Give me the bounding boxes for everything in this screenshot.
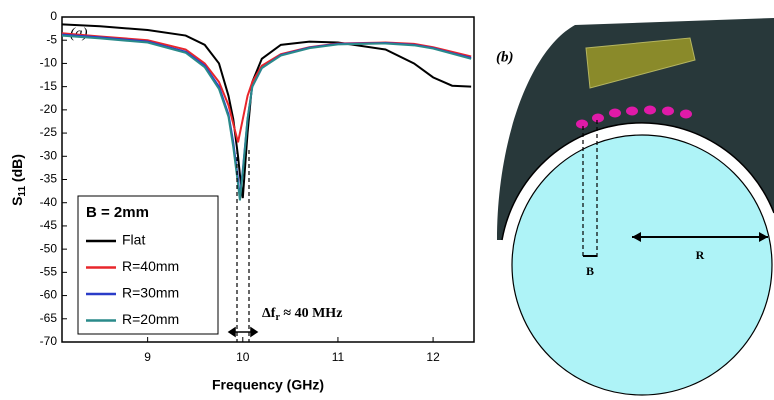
y-label-sub: 11 xyxy=(17,186,28,197)
cylinder-core xyxy=(511,134,773,396)
antenna-patch xyxy=(585,37,696,89)
gap-label: B xyxy=(586,264,594,278)
annotation-rest: ≈ 40 MHz xyxy=(280,306,343,321)
series-line xyxy=(61,23,472,199)
x-tick-label: 12 xyxy=(426,350,440,364)
y-tick-label: -70 xyxy=(40,334,58,348)
freq-arrow xyxy=(227,326,259,338)
y-tick-label: -65 xyxy=(40,311,58,325)
diagram: B R (b) xyxy=(496,18,774,396)
y-tick-label: -5 xyxy=(46,32,57,46)
y-tick-label: -25 xyxy=(40,125,58,139)
radius-label: R xyxy=(696,248,705,262)
y-tick-label: -35 xyxy=(40,172,58,186)
dot xyxy=(592,113,604,123)
dot xyxy=(680,109,692,119)
legend-label: R=30mm xyxy=(122,285,179,301)
dot xyxy=(626,106,638,116)
annotation-main: Δf xyxy=(262,306,276,321)
legend-title: B = 2mm xyxy=(86,204,149,221)
legend-label: R=40mm xyxy=(122,258,179,274)
legend-label: Flat xyxy=(122,232,145,248)
dot xyxy=(662,106,674,116)
gap-guides xyxy=(582,120,598,258)
y-label-rest: (dB) xyxy=(9,154,25,186)
y-tick-label: -20 xyxy=(40,102,58,116)
air-gap-dots xyxy=(576,105,692,129)
y-tick-label: 0 xyxy=(50,9,57,23)
legend-label: R=20mm xyxy=(122,311,179,327)
legend: B = 2mm Flat R=40mm R=30mm R=20mm xyxy=(77,195,219,335)
y-tick-label: -30 xyxy=(40,148,58,162)
annotation-guides xyxy=(236,150,250,342)
y-tick-label: -50 xyxy=(40,241,58,255)
x-axis-label: Frequency (GHz) xyxy=(212,377,324,393)
cylinder-shell xyxy=(497,18,774,240)
y-label-main: S xyxy=(9,197,25,206)
y-tick-label: -15 xyxy=(40,79,58,93)
series-line xyxy=(61,33,472,199)
x-tick-label: 11 xyxy=(332,350,345,364)
dot xyxy=(609,108,621,118)
x-tick-label: 10 xyxy=(236,350,250,364)
series-line xyxy=(61,32,472,143)
panel-label: (b) xyxy=(496,49,514,65)
y-tick-label: -10 xyxy=(40,56,58,70)
x-tick-label: 9 xyxy=(144,350,151,364)
annotation: Δfr ≈ 40 MHz xyxy=(262,306,342,323)
legend-box xyxy=(77,195,219,335)
dot xyxy=(576,119,588,129)
y-tick-label: -60 xyxy=(40,288,58,302)
band-edge xyxy=(501,122,774,241)
y-tick-label: -40 xyxy=(40,195,58,209)
y-tick-label: -45 xyxy=(40,218,58,232)
series-line xyxy=(61,34,472,201)
annotation-sub: r xyxy=(275,312,280,323)
y-tick-label: -55 xyxy=(40,265,58,279)
y-axis-label: S11 (dB) xyxy=(9,154,28,206)
dot xyxy=(644,105,656,115)
